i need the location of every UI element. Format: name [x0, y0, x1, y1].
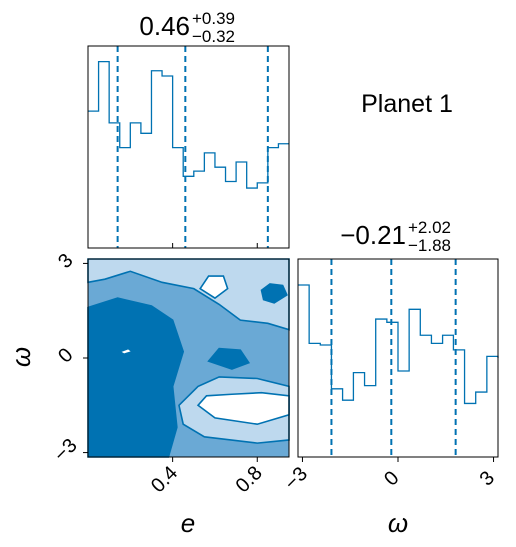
title-omega: −0.21 +2.02 −1.88	[340, 218, 451, 255]
contour-dark-mid	[207, 347, 251, 370]
y-axis-label-omega: ω	[6, 347, 36, 367]
tick-label-omega-x-1: 0	[380, 467, 403, 490]
title-e-upper: +0.39	[192, 9, 235, 28]
title-e-value: 0.46	[139, 11, 190, 41]
tick-label-e-1: 0.8	[232, 462, 267, 497]
title-omega-value: −0.21	[340, 220, 406, 250]
planet-annotation: Planet 1	[361, 90, 453, 118]
contour-dark-topright	[260, 283, 288, 304]
tick-label-omega-x-2: 3	[476, 467, 499, 490]
tick-label-omega-y-1: 0	[54, 344, 77, 367]
tick-label-omega-y-0: −3	[50, 434, 82, 466]
density-e-omega-panel: 0.4 0.8 −3 0 3	[50, 249, 290, 497]
title-omega-upper: +2.02	[408, 218, 451, 237]
title-e-lower: −0.32	[192, 27, 235, 46]
x-axis-label-omega: ω	[388, 508, 408, 538]
histogram-e-panel	[87, 45, 290, 249]
tick-label-e-0: 0.4	[147, 462, 182, 497]
histogram-step-line-e	[88, 60, 289, 189]
title-e: 0.46 +0.39 −0.32	[139, 9, 235, 46]
histogram-step-line-omega	[298, 284, 499, 405]
tick-label-omega-y-2: 3	[54, 249, 77, 272]
x-axis-label-e: e	[181, 508, 195, 538]
contour-white-small	[117, 347, 135, 356]
tick-label-omega-x-0: −3	[280, 463, 312, 495]
contour-dark-left	[87, 297, 185, 458]
histogram-omega-panel: −3 0 3	[280, 258, 499, 495]
axes-frame-e	[87, 45, 290, 249]
contour-white-top	[199, 275, 229, 300]
title-omega-lower: −1.88	[408, 236, 451, 255]
